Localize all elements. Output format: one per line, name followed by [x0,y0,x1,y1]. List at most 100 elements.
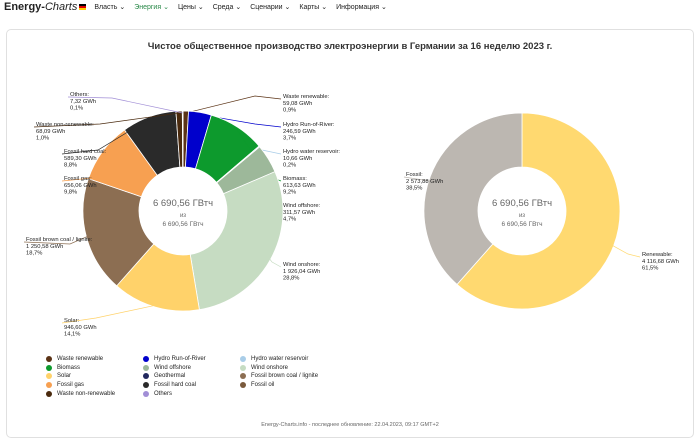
brand-charts-text: Charts [44,1,78,13]
slice-label: Wind onshore: 1 926,04 GWh 28,8% [283,262,321,282]
legend-label: Waste renewable [57,355,104,362]
slice-label-line: 28,8% [283,276,299,282]
legend-label: Others [154,390,173,397]
legend-item[interactable]: Fossil oil [240,381,350,389]
center-sub-total-text: 6 690,56 ГВтч [162,221,203,228]
slice-label-line: 589,30 GWh [64,156,97,162]
slice-label-line: 1,0% [36,136,49,142]
slice-label: Solar: 946,60 GWh 14,1% [64,318,97,338]
legend-item[interactable]: Wind offshore [143,364,240,372]
legend-swatch [143,373,149,380]
menu-item-prices[interactable]: Цены ⌄ [177,4,204,11]
legend-item[interactable]: Hydro water reservoir [240,355,350,363]
legend-item[interactable]: Geothermal [143,372,240,380]
legend-swatch [46,381,52,388]
legend-swatch [240,355,246,362]
slice-label-line: Hydro water reservoir: [283,149,340,155]
legend-item[interactable]: Biomass [46,364,143,372]
legend-swatch [46,355,52,362]
last-update-footer: Energy-Charts.info - последнее обновлени… [261,422,439,428]
legend-swatch [143,364,149,371]
menu-item-energy[interactable]: Энергия ⌄ [134,4,169,11]
slice-label-line: 7,32 GWh [70,99,96,105]
slice-label-line: 1 250,58 GWh [26,244,63,250]
pie-slice [189,171,284,311]
legend-swatch [240,373,246,380]
menu-item-scenarios[interactable]: Сценарии ⌄ [250,4,291,11]
legend-label: Wind onshore [251,364,289,371]
slice-label-line: 311,57 GWh [283,210,315,216]
brand-logo[interactable]: Energy- Charts [0,1,87,13]
slice-label-line: Fossil: [406,172,423,178]
legend-swatch [46,373,52,380]
slice-label-line: 59,08 GWh [283,101,312,107]
slice-label-line: 2 573,88 GWh [406,179,443,185]
legend-item[interactable]: Hydro Run-of-River [143,355,240,363]
legend-label: Fossil oil [251,381,275,388]
slice-label-line: 68,09 GWh [36,129,65,135]
legend-item[interactable]: Waste non-renewable [46,390,143,398]
slice-label-line: 14,1% [64,332,80,338]
legend-label: Biomass [57,364,81,371]
menu-item-maps[interactable]: Карты ⌄ [299,4,328,11]
menu-item-power[interactable]: Власть ⌄ [94,4,126,11]
main-menu: Власть ⌄ Энергия ⌄ Цены ⌄ Среда ⌄ Сценар… [94,3,386,11]
slice-leader-line [61,304,156,324]
slice-label-line: Fossil hard coal: [64,149,107,155]
slice-label-line: Fossil gas: [64,176,92,182]
legend-item[interactable]: Solar [46,372,143,380]
slice-label-line: 613,63 GWh [283,183,316,189]
menu-item-information[interactable]: Информация ⌄ [336,4,387,11]
center-of-text: из [519,213,525,219]
legend-swatch [46,364,52,371]
legend-label: Fossil hard coal [154,381,197,388]
slice-leader-line [185,95,282,114]
slice-leader-line [67,96,183,114]
legend-swatch [240,381,246,388]
slice-leader-line [611,244,641,258]
legend-swatch [143,381,149,388]
slice-label: Fossil hard coal: 589,30 GWh 8,8% [64,149,107,169]
slice-label-line: 946,60 GWh [64,325,97,331]
pie-slice [456,112,621,310]
slice-label-line: Waste non-renewable: [36,122,94,128]
slice-label-line: 9,2% [283,190,296,196]
legend-item[interactable]: Fossil brown coal / lignite [240,372,350,380]
slice-label: Waste non-renewable: 68,09 GWh 1,0% [36,122,94,142]
legend-swatch [240,364,246,371]
slice-label-line: 0,2% [283,163,296,169]
german-flag-icon [79,4,87,10]
slice-label-line: Wind offshore: [283,203,321,209]
legend-label: Waste non-renewable [57,390,116,397]
slice-label-line: 3,7% [283,136,296,142]
legend-item[interactable]: Fossil gas [46,381,143,389]
slice-leader-line [403,176,437,183]
center-sub-total-text: 6 690,56 ГВтч [501,221,542,228]
legend-item[interactable]: Waste renewable [46,355,143,363]
top-navigation: Energy- Charts Власть ⌄ Энергия ⌄ Цены ⌄… [0,0,700,14]
menu-item-environment[interactable]: Среда ⌄ [212,4,242,11]
legend-label: Wind offshore [154,364,191,371]
slice-label-line: Renewable: [642,252,673,258]
legend-item[interactable]: Fossil hard coal [143,381,240,389]
slice-label-line: 4,7% [283,217,296,223]
legend-label: Hydro water reservoir [251,355,309,362]
legend-item[interactable]: Wind onshore [240,364,350,372]
slice-label: Others: 7,32 GWh 0,1% [70,92,96,112]
slice-label: Biomass: 613,63 GWh 9,2% [283,176,316,196]
legend-label: Solar [57,373,72,380]
legend-item[interactable]: Others [143,390,240,398]
slice-label-line: Hydro Run-of-River: [283,122,335,128]
legend-swatch [46,390,52,397]
center-total-text: 6 690,56 ГВтч [492,198,552,209]
slice-label-line: 18,7% [26,251,42,257]
slice-label-line: 1 926,04 GWh [283,269,320,275]
slice-label: Hydro Run-of-River: 246,59 GWh 3,7% [283,122,335,142]
slice-label-line: Solar: [64,318,80,324]
brand-main-text: Energy- [4,1,45,13]
slice-leader-line [61,118,150,155]
slice-label-line: 38,5% [406,186,422,192]
legend-label: Fossil gas [57,381,85,388]
slice-label: Waste renewable: 59,08 GWh 0,9% [283,94,330,114]
slice-label-line: Others: [70,92,89,98]
